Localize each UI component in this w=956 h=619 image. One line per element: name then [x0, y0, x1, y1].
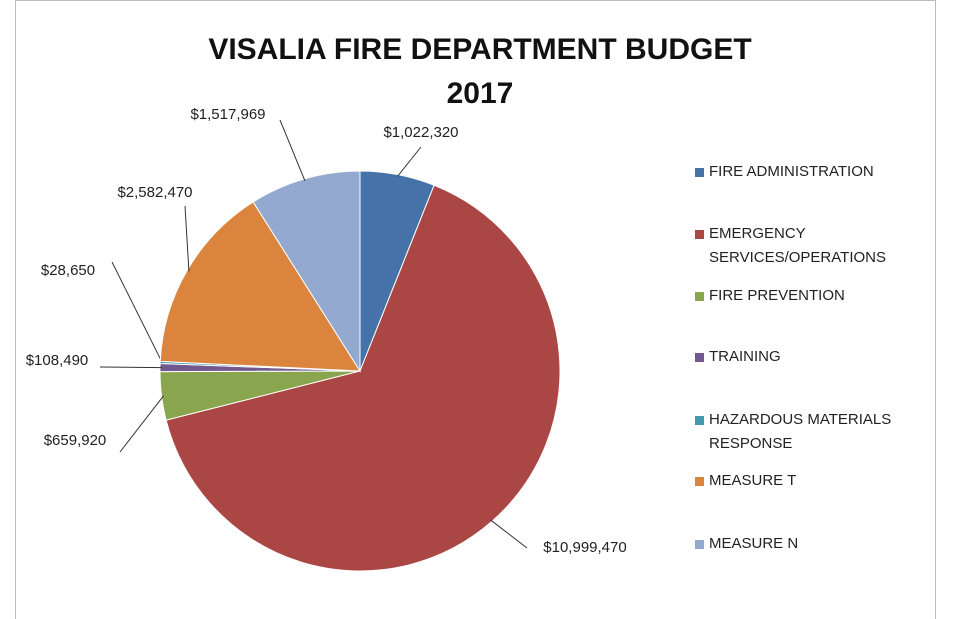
leader-line [119, 395, 164, 453]
leader-line [396, 146, 422, 177]
legend-label: FIRE ADMINISTRATION [709, 163, 874, 180]
leader-line [490, 519, 528, 549]
legend-swatch [695, 230, 704, 239]
legend-swatch [695, 292, 704, 301]
data-label: $108,490 [26, 352, 89, 369]
legend-label: FIRE PREVENTION [709, 287, 845, 304]
leader-line [279, 119, 306, 182]
data-label: $28,650 [41, 262, 95, 279]
legend-label: HAZARDOUS MATERIALS RESPONSE [709, 411, 892, 452]
legend-swatch [695, 353, 704, 362]
legend-swatch [695, 477, 704, 486]
legend-item: FIRE ADMINISTRATION [695, 160, 930, 184]
pie-slice [159, 201, 361, 372]
data-label: $1,517,969 [190, 106, 265, 123]
legend-item: EMERGENCY SERVICES/OPERATIONS [695, 222, 930, 270]
legend-item: MEASURE N [695, 532, 930, 556]
data-label: $1,022,320 [383, 124, 458, 141]
leader-line [184, 205, 190, 272]
legend-label: TRAINING [709, 348, 781, 365]
legend-item: HAZARDOUS MATERIALS RESPONSE [695, 408, 930, 456]
data-label: $10,999,470 [543, 539, 626, 556]
chart-border [15, 0, 936, 619]
legend-swatch [695, 416, 704, 425]
chart-title: VISALIA FIRE DEPARTMENT BUDGET 2017 [208, 33, 752, 110]
data-label: $659,920 [44, 432, 107, 449]
legend-label: EMERGENCY SERVICES/OPERATIONS [709, 225, 886, 266]
legend-label: MEASURE T [709, 472, 797, 489]
leader-line [111, 261, 163, 363]
legend-item: MEASURE T [695, 469, 930, 493]
legend-swatch [695, 168, 704, 177]
data-label: $2,582,470 [117, 184, 192, 201]
legend-label: MEASURE N [709, 535, 799, 552]
legend-item: FIRE PREVENTION [695, 284, 930, 308]
leader-line [99, 366, 163, 369]
legend-swatch [695, 540, 704, 549]
legend-item: TRAINING [695, 345, 930, 369]
